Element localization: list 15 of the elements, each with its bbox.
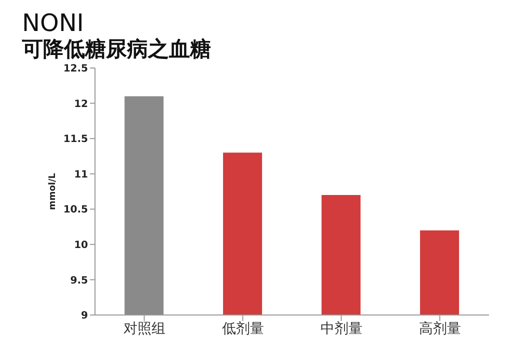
y-axis-title: mmol/L <box>48 172 58 210</box>
chart-title: NONI <box>22 9 84 37</box>
y-tick-label: 9.5 <box>70 275 88 286</box>
y-tick-label: 12 <box>74 98 88 110</box>
y-tick-label: 12.5 <box>63 64 88 75</box>
y-tick-label: 10 <box>74 240 88 251</box>
x-tick-label: 低剂量 <box>222 320 264 337</box>
y-tick-label: 11.5 <box>63 134 88 146</box>
y-tick-label: 9 <box>81 310 88 322</box>
x-tick-label: 中剂量 <box>320 320 362 337</box>
x-tick-label: 对照组 <box>123 320 166 337</box>
y-tick-label: 11 <box>74 169 88 180</box>
x-tick-label: 高剂量 <box>418 320 461 337</box>
chart-subtitle: 可降低糖尿病之血糖 <box>22 36 212 62</box>
y-tick-label: 10.5 <box>63 204 88 216</box>
